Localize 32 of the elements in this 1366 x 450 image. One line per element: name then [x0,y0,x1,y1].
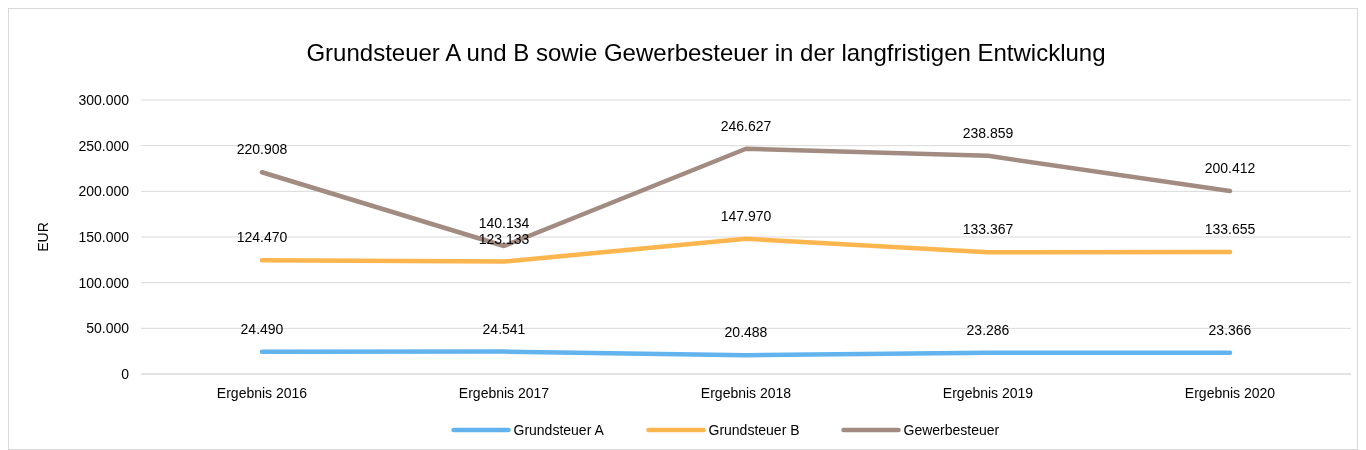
data-label: 133.655 [1204,220,1256,237]
data-label: 238.859 [962,124,1014,141]
data-label: 23.286 [966,321,1010,338]
x-tick-label: Ergebnis 2017 [458,385,550,401]
legend-label: Grundsteuer A [513,422,605,438]
x-tick-label: Ergebnis 2018 [700,385,792,401]
data-label: 220.908 [236,141,288,158]
y-tick-label: 200.000 [78,183,130,200]
data-label: 23.366 [1208,321,1252,338]
data-label: 124.470 [236,229,288,246]
data-label: 24.541 [482,320,526,337]
y-tick-label: 50.000 [86,320,130,337]
data-label: 24.490 [240,320,284,337]
data-label: 246.627 [720,117,772,134]
y-axis-title: EUR [35,222,51,252]
legend-label: Grundsteuer B [708,422,800,438]
chart-title: Grundsteuer A und B sowie Gewerbesteuer in der langfristigen Entwicklung [306,39,1106,66]
data-label: 200.412 [1204,159,1256,176]
y-tick-label: 0 [121,366,130,382]
x-tick-label: Ergebnis 2016 [216,385,308,401]
y-tick-label: 250.000 [78,137,130,154]
data-label: 20.488 [724,324,768,341]
legend-label: Gewerbesteuer [903,422,1000,438]
y-tick-label: 300.000 [78,92,130,108]
y-tick-label: 150.000 [78,229,130,245]
data-label: 123.133 [478,230,530,247]
y-tick-label: 100.000 [78,274,130,291]
x-tick-label: Ergebnis 2020 [1184,385,1276,401]
data-label: 133.367 [962,221,1014,238]
x-tick-label: Ergebnis 2019 [942,385,1034,401]
data-label: 140.134 [478,215,530,232]
data-label: 147.970 [720,207,772,224]
